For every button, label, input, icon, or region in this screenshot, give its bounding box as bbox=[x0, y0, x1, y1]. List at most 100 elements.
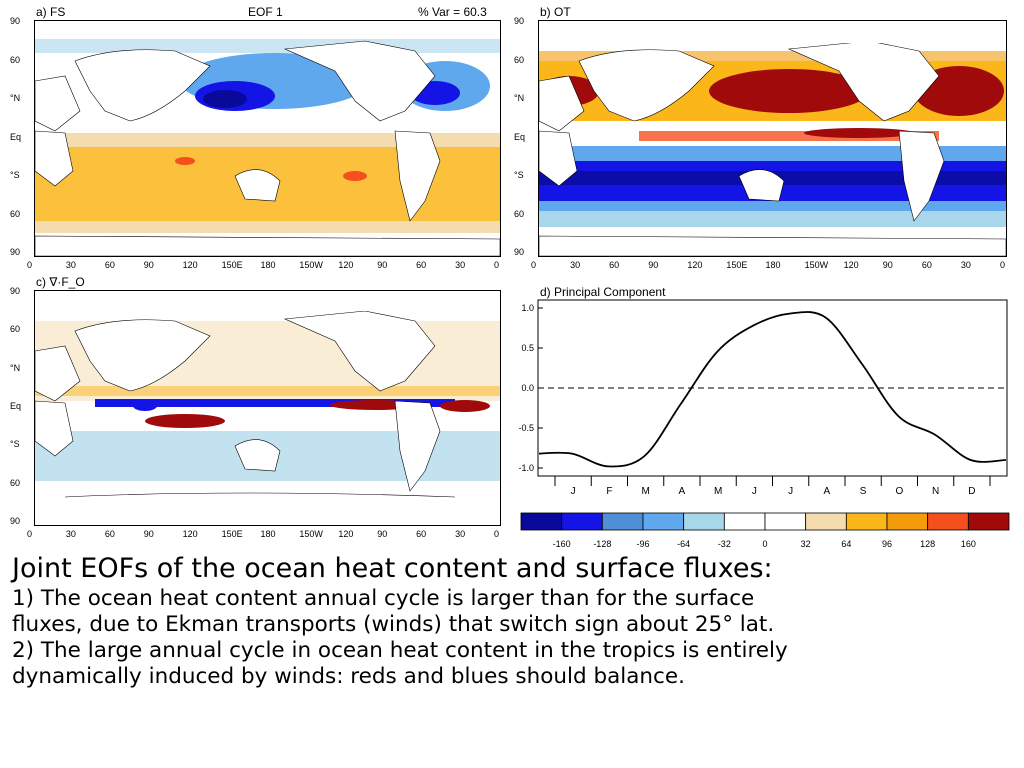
lat-tick-label: 90 bbox=[10, 516, 21, 526]
colorbar-swatch bbox=[520, 512, 563, 531]
lon-tick-label: 30 bbox=[65, 529, 76, 539]
panel-c-label: c) ∇·F_O bbox=[36, 275, 85, 289]
lon-tick-label: 30 bbox=[570, 260, 581, 270]
panel-a-eof-label: EOF 1 bbox=[248, 5, 283, 19]
x-tick-label: S bbox=[860, 486, 867, 497]
lat-tick-label: 90 bbox=[10, 247, 21, 257]
lon-tick-label: 60 bbox=[104, 529, 115, 539]
lon-tick-label: 0 bbox=[494, 529, 500, 539]
map-ot bbox=[538, 20, 1007, 257]
lon-tick-label: 60 bbox=[416, 260, 427, 270]
panel-d-label: d) Principal Component bbox=[540, 285, 666, 299]
lon-tick-label: 90 bbox=[143, 529, 154, 539]
x-tick-label: D bbox=[968, 486, 975, 497]
lon-tick-label: 180 bbox=[260, 529, 276, 539]
panel-a-variance-label: % Var = 60.3 bbox=[418, 5, 487, 19]
lon-tick-label: 120 bbox=[182, 260, 198, 270]
series-line bbox=[538, 311, 1007, 468]
x-tick-label: F bbox=[606, 486, 612, 497]
lat-tick-label: 60 bbox=[10, 324, 21, 335]
lon-tick-label: 120 bbox=[338, 529, 354, 539]
colorbar-label: -32 bbox=[718, 539, 731, 549]
colorbar-swatch bbox=[886, 512, 929, 531]
caption-line-2: fluxes, due to Ekman transports (winds) … bbox=[12, 612, 775, 637]
panel-b-label: b) OT bbox=[540, 5, 571, 19]
colorbar-swatch bbox=[805, 512, 847, 531]
lon-tick-label: 150E bbox=[221, 260, 243, 270]
caption-line-3: 2) The large annual cycle in ocean heat … bbox=[12, 638, 788, 663]
colorbar-label: 128 bbox=[920, 539, 935, 549]
caption-line-4: dynamically induced by winds: reds and b… bbox=[12, 664, 685, 689]
lon-tick-label: 180 bbox=[765, 260, 781, 270]
y-tick-label: -0.5 bbox=[518, 423, 534, 433]
caption: Joint EOFs of the ocean heat content and… bbox=[12, 552, 1012, 690]
x-tick-label: J bbox=[788, 486, 793, 497]
lon-tick-label: 90 bbox=[648, 260, 659, 270]
x-tick-label: A bbox=[679, 486, 686, 497]
x-tick-label: O bbox=[895, 486, 903, 497]
lat-tick-label: Eq bbox=[10, 401, 22, 411]
lon-tick-label: 0 bbox=[1000, 260, 1006, 270]
lat-tick-label: 90 bbox=[10, 286, 21, 296]
lat-tick-label: °N bbox=[10, 362, 21, 373]
lon-tick-label: 30 bbox=[455, 529, 466, 539]
lat-tick-label: Eq bbox=[10, 131, 22, 142]
colorbar-label: 0 bbox=[762, 539, 767, 549]
lon-tick-label: 0 bbox=[494, 260, 500, 270]
lon-tick-label: 90 bbox=[882, 260, 893, 270]
colorbar-label: -128 bbox=[593, 539, 611, 549]
lon-tick-label: 120 bbox=[338, 260, 354, 270]
colorbar-swatch bbox=[927, 512, 969, 531]
lon-tick-label: 60 bbox=[104, 260, 115, 270]
colorbar-label: 160 bbox=[961, 539, 976, 549]
lon-tick-label: 120 bbox=[687, 260, 703, 270]
colorbar: -160 -128 -96 -64 -32 0 32 64 96 128 160 bbox=[520, 512, 1010, 549]
lat-tick-label: 90 bbox=[514, 247, 525, 257]
colorbar-label: 96 bbox=[882, 539, 892, 549]
y-tick-label: 0.5 bbox=[521, 343, 534, 353]
colorbar-swatch bbox=[642, 512, 685, 531]
lon-tick-label: 90 bbox=[377, 529, 388, 539]
lon-tick-label: 120 bbox=[182, 529, 198, 539]
y-tick-label: 1.0 bbox=[521, 303, 534, 313]
lon-tick-label: 30 bbox=[960, 260, 971, 270]
lon-tick-label: 0 bbox=[27, 260, 33, 270]
lon-tick-label: 150E bbox=[221, 529, 243, 539]
lat-tick-label: 60 bbox=[514, 208, 525, 219]
x-tick-label: J bbox=[571, 486, 576, 497]
lat-tick-label: 60 bbox=[10, 208, 21, 219]
caption-title: Joint EOFs of the ocean heat content and… bbox=[12, 553, 773, 584]
lon-tick-label: 60 bbox=[609, 260, 620, 270]
colorbar-swatch bbox=[601, 512, 644, 531]
map-fs bbox=[34, 20, 501, 257]
y-tick-label: -1.0 bbox=[518, 463, 534, 473]
lon-tick-label: 0 bbox=[531, 260, 537, 270]
lon-tick-label: 150W bbox=[299, 529, 323, 539]
lon-tick-label: 180 bbox=[260, 260, 276, 270]
lon-tick-label: 150E bbox=[726, 260, 748, 270]
colorbar-label: -64 bbox=[677, 539, 690, 549]
lon-tick-label: 90 bbox=[143, 260, 154, 270]
principal-component-chart: 1.0 0.5 0.0 -0.5 -1.0 J F M A M J J A S O N D bbox=[518, 299, 1008, 497]
lat-tick-label: 60 bbox=[514, 54, 525, 65]
lon-tick-label: 30 bbox=[455, 260, 466, 270]
caption-line-1: 1) The ocean heat content annual cycle i… bbox=[12, 586, 755, 611]
lon-tick-label: 0 bbox=[27, 529, 33, 539]
lon-tick-label: 120 bbox=[843, 260, 859, 270]
lat-tick-label: °N bbox=[10, 93, 21, 103]
colorbar-label: -96 bbox=[636, 539, 649, 549]
lat-tick-label: °S bbox=[514, 170, 524, 180]
lat-tick-label: 60 bbox=[10, 54, 21, 65]
panel-a-label: a) FS bbox=[36, 5, 66, 19]
lat-tick-label: °S bbox=[10, 170, 20, 180]
colorbar-swatch bbox=[764, 512, 807, 531]
lat-tick-label: Eq bbox=[514, 131, 526, 142]
colorbar-swatch bbox=[723, 512, 766, 531]
x-tick-label: M bbox=[714, 486, 722, 497]
x-tick-label: N bbox=[932, 486, 939, 497]
colorbar-label: -160 bbox=[553, 539, 571, 549]
lon-tick-label: 60 bbox=[921, 260, 932, 270]
lat-tick-label: 90 bbox=[10, 16, 21, 26]
lon-tick-label: 150W bbox=[299, 260, 323, 270]
lat-tick-label: 60 bbox=[10, 477, 21, 488]
